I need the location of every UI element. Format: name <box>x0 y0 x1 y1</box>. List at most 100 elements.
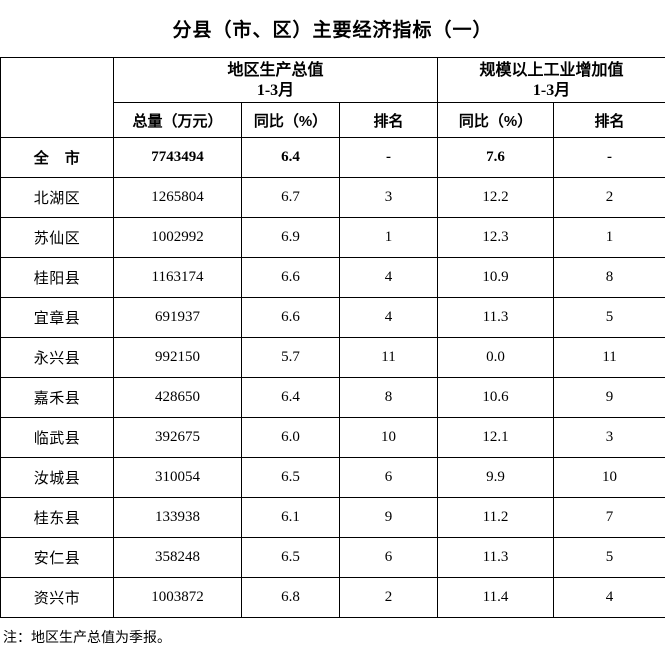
ind-rank-value: 9 <box>553 377 665 418</box>
gdp-rank-value: 3 <box>338 177 439 218</box>
region-label: 桂东县 <box>0 497 114 538</box>
gdp-rank-value: - <box>338 137 439 178</box>
industry-group-label: 规模以上工业增加值 <box>479 61 624 79</box>
gdp-total-value: 1003872 <box>113 577 242 618</box>
gdp-rank-value: 6 <box>338 457 439 498</box>
page-title: 分县（市、区）主要经济指标（一） <box>172 20 493 41</box>
gdp-group-header: 地区生产总值 1-3月 <box>112 57 439 103</box>
table-row: 桂东县 133938 6.1 9 11.2 7 <box>0 497 665 538</box>
gdp-total-value: 691937 <box>113 297 242 338</box>
table-row: 嘉禾县 428650 6.4 8 10.6 9 <box>0 377 665 418</box>
table-row: 宜章县 691937 6.6 4 11.3 5 <box>0 297 665 338</box>
gdp-total-value: 358248 <box>113 537 242 578</box>
gdp-yoy-value: 6.6 <box>241 257 340 298</box>
region-label: 嘉禾县 <box>0 377 114 418</box>
ind-rank-value: 8 <box>553 257 665 298</box>
region-label: 安仁县 <box>0 537 114 578</box>
gdp-total-value: 992150 <box>113 337 242 378</box>
gdp-rank-value: 10 <box>338 417 439 458</box>
gdp-rank-value: 1 <box>338 217 439 258</box>
industry-group-header: 规模以上工业增加值 1-3月 <box>437 57 665 103</box>
table-row: 全 市 7743494 6.4 - 7.6 - <box>0 137 665 178</box>
gdp-group-label: 地区生产总值 <box>227 61 324 79</box>
region-label: 永兴县 <box>0 337 114 378</box>
gdp-yoy-value: 5.7 <box>241 337 340 378</box>
ind-yoy-value: 10.6 <box>437 377 555 418</box>
gdp-total-value: 133938 <box>113 497 242 538</box>
table-row: 永兴县 992150 5.7 11 0.0 11 <box>0 337 665 378</box>
region-label: 苏仙区 <box>0 217 114 258</box>
ind-yoy-value: 11.3 <box>437 537 555 578</box>
ind-yoy-value: 11.3 <box>437 297 555 338</box>
gdp-rank-value: 8 <box>338 377 439 418</box>
region-label: 资兴市 <box>0 577 114 618</box>
header-gdp-rank: 排名 <box>338 102 439 138</box>
ind-rank-value: 3 <box>553 417 665 458</box>
economic-indicators-table: 地区生产总值 1-3月 规模以上工业增加值 1-3月 总量（万元） 同比（%） … <box>0 57 665 618</box>
gdp-yoy-value: 6.8 <box>241 577 340 618</box>
gdp-group-period: 1-3月 <box>256 82 295 100</box>
ind-yoy-value: 11.4 <box>437 577 555 618</box>
ind-rank-value: 10 <box>553 457 665 498</box>
header-ind-rank: 排名 <box>553 102 665 138</box>
ind-yoy-value: 10.9 <box>437 257 555 298</box>
ind-yoy-value: 7.6 <box>437 137 555 178</box>
ind-rank-value: 7 <box>553 497 665 538</box>
corner-cell <box>0 57 114 138</box>
ind-rank-value: 11 <box>553 337 665 378</box>
group-header-row: 地区生产总值 1-3月 规模以上工业增加值 1-3月 <box>0 57 665 138</box>
ind-yoy-value: 12.3 <box>437 217 555 258</box>
gdp-yoy-value: 6.9 <box>241 217 340 258</box>
gdp-yoy-value: 6.0 <box>241 417 340 458</box>
gdp-yoy-value: 6.5 <box>241 537 340 578</box>
region-label: 全 市 <box>0 137 114 178</box>
region-label: 桂阳县 <box>0 257 114 298</box>
table-row: 桂阳县 1163174 6.6 4 10.9 8 <box>0 257 665 298</box>
table-row: 北湖区 1265804 6.7 3 12.2 2 <box>0 177 665 218</box>
ind-rank-value: 5 <box>553 537 665 578</box>
region-label: 北湖区 <box>0 177 114 218</box>
gdp-yoy-value: 6.4 <box>241 137 340 178</box>
table-row: 资兴市 1003872 6.8 2 11.4 4 <box>0 577 665 618</box>
gdp-rank-value: 4 <box>338 257 439 298</box>
gdp-total-value: 1163174 <box>113 257 242 298</box>
header-gdp-yoy: 同比（%） <box>241 102 340 138</box>
table-row: 安仁县 358248 6.5 6 11.3 5 <box>0 537 665 578</box>
gdp-total-value: 392675 <box>113 417 242 458</box>
gdp-total-value: 7743494 <box>113 137 242 178</box>
gdp-rank-value: 11 <box>338 337 439 378</box>
ind-rank-value: 2 <box>553 177 665 218</box>
header-ind-yoy: 同比（%） <box>437 102 555 138</box>
industry-group-period: 1-3月 <box>532 82 571 100</box>
ind-rank-value: 5 <box>553 297 665 338</box>
gdp-yoy-value: 6.5 <box>241 457 340 498</box>
gdp-total-value: 310054 <box>113 457 242 498</box>
ind-rank-value: - <box>553 137 665 178</box>
ind-yoy-value: 0.0 <box>437 337 555 378</box>
gdp-yoy-value: 6.7 <box>241 177 340 218</box>
ind-yoy-value: 9.9 <box>437 457 555 498</box>
ind-rank-value: 1 <box>553 217 665 258</box>
gdp-total-value: 1265804 <box>113 177 242 218</box>
ind-yoy-value: 12.1 <box>437 417 555 458</box>
sub-header-row: 总量（万元） 同比（%） 排名 同比（%） 排名 <box>1 102 665 138</box>
gdp-rank-value: 2 <box>338 577 439 618</box>
region-label: 汝城县 <box>0 457 114 498</box>
ind-yoy-value: 12.2 <box>437 177 555 218</box>
table-row: 苏仙区 1002992 6.9 1 12.3 1 <box>0 217 665 258</box>
region-label: 宜章县 <box>0 297 114 338</box>
gdp-yoy-value: 6.1 <box>241 497 340 538</box>
gdp-yoy-value: 6.4 <box>241 377 340 418</box>
ind-yoy-value: 11.2 <box>437 497 555 538</box>
ind-rank-value: 4 <box>553 577 665 618</box>
header-gdp-total: 总量（万元） <box>113 102 242 138</box>
region-label: 临武县 <box>0 417 114 458</box>
table-row: 汝城县 310054 6.5 6 9.9 10 <box>0 457 665 498</box>
gdp-total-value: 1002992 <box>113 217 242 258</box>
gdp-rank-value: 6 <box>338 537 439 578</box>
gdp-rank-value: 9 <box>338 497 439 538</box>
footnote: 注：地区生产总值为季报。 <box>3 629 171 645</box>
gdp-yoy-value: 6.6 <box>241 297 340 338</box>
table-row: 临武县 392675 6.0 10 12.1 3 <box>0 417 665 458</box>
